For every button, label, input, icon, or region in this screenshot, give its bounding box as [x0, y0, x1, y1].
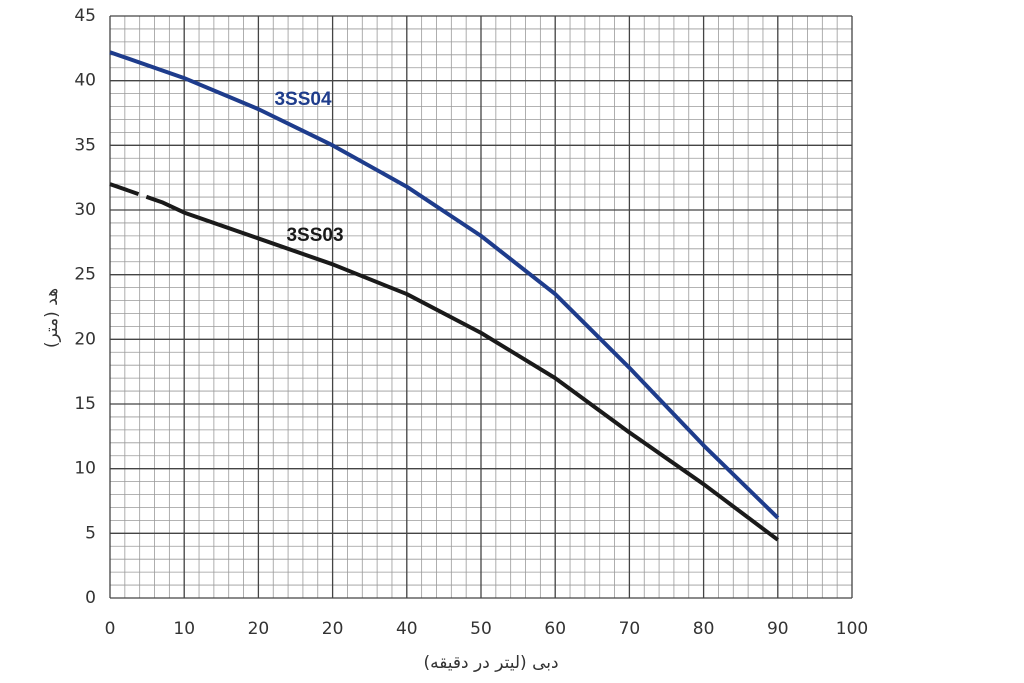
y-tick-label: 5 — [85, 523, 96, 543]
x-tick-label: 100 — [836, 619, 868, 639]
y-tick-label: 30 — [74, 200, 96, 220]
y-tick-label: 0 — [85, 588, 96, 608]
y-tick-label: 25 — [74, 265, 96, 285]
x-tick-label: 50 — [470, 619, 492, 639]
y-tick-label: 20 — [74, 329, 96, 349]
y-tick-label: 35 — [74, 135, 96, 155]
x-tick-label: 20 — [248, 619, 270, 639]
x-tick-label: 60 — [544, 619, 566, 639]
y-tick-label: 40 — [74, 71, 96, 91]
x-tick-label: 0 — [105, 619, 116, 639]
x-tick-label: 40 — [396, 619, 418, 639]
series-line — [109, 182, 779, 542]
x-tick-label: 80 — [693, 619, 715, 639]
x-tick-label: 10 — [173, 619, 195, 639]
y-tick-label: 15 — [74, 394, 96, 414]
x-tick-label: 90 — [767, 619, 789, 639]
y-tick-label: 10 — [74, 459, 96, 479]
y-tick-label: 45 — [74, 6, 96, 26]
x-axis-label: دبی (لیتر در دقیقه) — [423, 653, 558, 673]
y-axis-label: هد (متر) — [42, 288, 62, 348]
series-label: 3SS03 — [286, 225, 343, 246]
series-line — [109, 50, 780, 520]
series-label: 3SS04 — [274, 89, 331, 110]
x-tick-label: 70 — [619, 619, 641, 639]
x-tick-label: 20 — [322, 619, 344, 639]
